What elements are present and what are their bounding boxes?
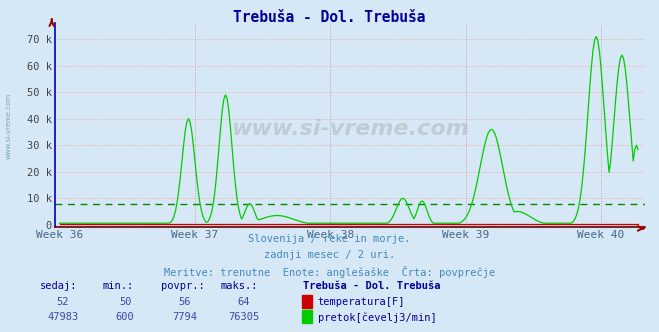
Text: zadnji mesec / 2 uri.: zadnji mesec / 2 uri. [264, 250, 395, 260]
Text: 600: 600 [116, 312, 134, 322]
Text: 50: 50 [119, 297, 131, 307]
Text: 56: 56 [179, 297, 190, 307]
Text: Trebuša - Dol. Trebuša: Trebuša - Dol. Trebuša [233, 10, 426, 25]
Text: Slovenija / reke in morje.: Slovenija / reke in morje. [248, 234, 411, 244]
Text: povpr.:: povpr.: [161, 281, 205, 290]
Text: sedaj:: sedaj: [40, 281, 77, 290]
Text: www.si-vreme.com: www.si-vreme.com [5, 93, 12, 159]
Text: 64: 64 [238, 297, 250, 307]
Text: Trebuša - Dol. Trebuša: Trebuša - Dol. Trebuša [303, 281, 441, 290]
Text: 52: 52 [57, 297, 69, 307]
Text: temperatura[F]: temperatura[F] [318, 297, 405, 307]
Text: 76305: 76305 [228, 312, 260, 322]
Text: pretok[čevelj3/min]: pretok[čevelj3/min] [318, 312, 436, 323]
Text: 47983: 47983 [47, 312, 78, 322]
Text: 7794: 7794 [172, 312, 197, 322]
Text: maks.:: maks.: [221, 281, 258, 290]
Text: www.si-vreme.com: www.si-vreme.com [231, 120, 469, 139]
Text: min.:: min.: [102, 281, 133, 290]
Text: Meritve: trenutne  Enote: anglešaške  Črta: povprečje: Meritve: trenutne Enote: anglešaške Črta… [164, 266, 495, 278]
